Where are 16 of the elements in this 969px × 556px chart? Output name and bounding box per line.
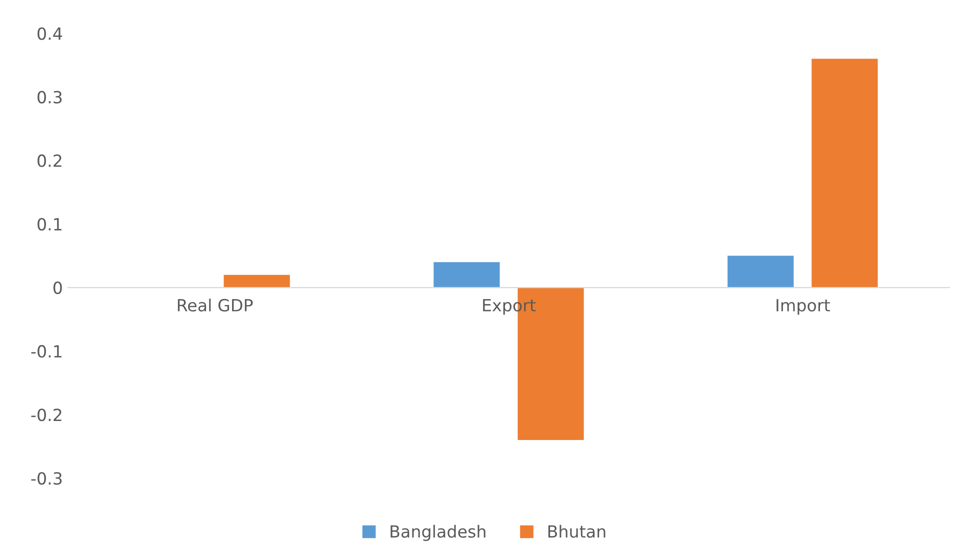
y-tick-label: 0.1 bbox=[38, 218, 62, 231]
y-tick-label: 0.2 bbox=[38, 154, 62, 168]
bar bbox=[728, 256, 794, 288]
bar bbox=[812, 58, 878, 288]
legend-label: Bangladesh bbox=[390, 524, 486, 541]
legend-label: Bhutan bbox=[548, 524, 606, 538]
bar bbox=[224, 274, 290, 288]
x-tick-label: Import bbox=[776, 299, 830, 315]
y-tick-label: 0.3 bbox=[38, 90, 62, 104]
y-tick-label: -0.2 bbox=[31, 408, 62, 422]
x-tick-label: Real GDP bbox=[178, 298, 253, 312]
bar bbox=[434, 262, 500, 288]
y-tick-label: 0.4 bbox=[38, 27, 62, 40]
y-tick-label: -0.1 bbox=[31, 345, 62, 358]
y-tick-label: -0.3 bbox=[31, 472, 62, 485]
y-tick-label: 0 bbox=[53, 281, 62, 294]
